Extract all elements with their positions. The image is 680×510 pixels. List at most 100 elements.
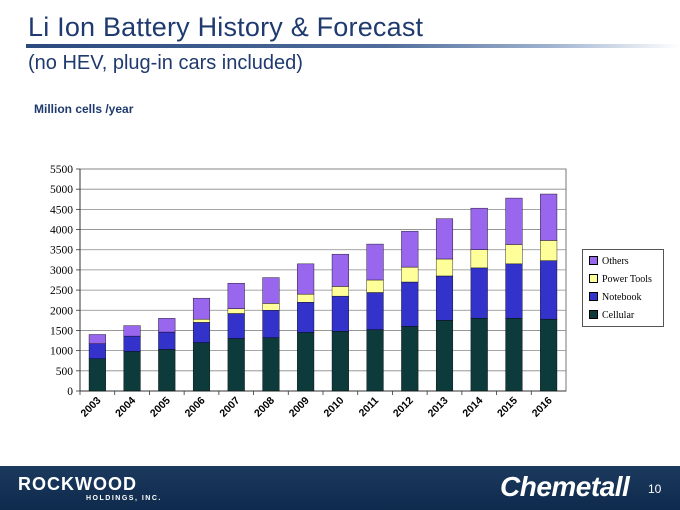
plot-area [79,168,567,392]
bar-cellular-2015 [505,318,523,392]
y-tick-label-4000: 4000 [50,225,73,237]
slide-title: Li Ion Battery History & Forecast [28,12,424,42]
legend-swatch-notebook [589,292,598,302]
rockwood-logo-subtitle: HOLDINGS, INC. [86,495,162,502]
bar-cellular-2010 [331,331,349,392]
bar-others-2005 [158,318,176,333]
rockwood-logo: ROCKWOOD HOLDINGS, INC. [18,474,168,504]
bar-power-tools-2015 [505,244,523,265]
y-tick-label-1500: 1500 [50,325,73,337]
bar-cellular-2011 [366,329,384,392]
bar-notebook-2006 [192,322,211,343]
bar-power-tools-2010 [331,286,349,297]
legend-swatch-power-tools [589,274,598,284]
bar-power-tools-2006 [192,318,211,323]
x-tick-label-2012: 2012 [391,395,416,420]
bar-notebook-2015 [505,263,523,319]
legend-label-notebook: Notebook [602,292,642,303]
bar-others-2014 [470,207,488,250]
bar-cellular-2005 [158,349,176,392]
bar-notebook-2007 [227,313,245,339]
bar-power-tools-2012 [401,266,419,283]
bar-cellular-2012 [401,326,419,392]
bar-notebook-2005 [158,331,176,350]
bar-notebook-2012 [401,281,419,327]
x-tick-label-2008: 2008 [252,395,277,420]
bar-notebook-2009 [297,302,315,333]
x-tick-label-2016: 2016 [530,395,555,420]
bar-cellular-2003 [88,358,106,392]
bar-others-2007 [227,283,245,309]
bar-cellular-2013 [435,320,454,392]
bar-cellular-2006 [192,342,211,392]
legend-label-power-tools: Power Tools [602,274,652,285]
x-tick-label-2003: 2003 [78,395,103,420]
bar-cellular-2007 [227,338,245,392]
stacked-bar-chart: 0 500 1000 1500 2000 2500 3000 3500 4000 4500 5000… [50,164,567,420]
x-tick-label-2013: 2013 [426,395,451,420]
bar-power-tools-2016 [540,240,558,261]
bar-notebook-2010 [331,295,349,332]
bar-notebook-2003 [88,343,106,359]
title-rule [26,44,680,48]
bar-cellular-2008 [262,337,280,392]
bar-others-2003 [88,334,106,344]
bar-cellular-2016 [540,318,558,392]
bar-power-tools-2009 [297,293,315,303]
x-tick-label-2010: 2010 [321,395,346,420]
bar-cellular-2014 [470,318,488,392]
bar-notebook-2008 [262,310,280,338]
legend-item-others: Others [589,255,629,269]
bar-others-2013 [435,218,454,260]
bar-others-2015 [505,197,523,245]
bar-others-2010 [331,253,349,287]
bar-others-2012 [401,230,419,268]
bar-others-2016 [540,193,558,241]
x-tick-label-2004: 2004 [113,395,138,420]
bar-notebook-2004 [123,335,141,352]
legend-item-power-tools: Power Tools [589,273,652,287]
y-tick-label-5000: 5000 [50,184,73,196]
legend-swatch-cellular [589,310,598,320]
page-number: 10 [648,482,662,496]
x-tick-label-2005: 2005 [148,395,173,420]
x-tick-label-2009: 2009 [287,395,312,420]
bar-others-2006 [192,297,211,320]
unit-label: Million cells /year [34,102,134,116]
y-tick-label-4500: 4500 [50,204,73,216]
bar-power-tools-2008 [262,303,280,311]
y-tick-label-500: 500 [56,366,74,378]
bar-notebook-2011 [366,292,384,330]
y-tick-label-2000: 2000 [50,305,73,317]
x-tick-label-2011: 2011 [357,395,382,420]
y-tick-label-0: 0 [67,386,73,398]
bar-others-2011 [366,243,384,281]
legend-swatch-others [589,256,598,266]
x-tick-label-2007: 2007 [217,395,242,420]
bar-notebook-2016 [540,260,558,320]
y-tick-label-1000: 1000 [50,346,73,358]
x-tick-label-2015: 2015 [495,395,520,420]
chart-legend: Others Power Tools Notebook Cellular [582,249,664,327]
legend-label-others: Others [602,256,629,267]
footer-bar: ROCKWOOD HOLDINGS, INC. Chemetall 10 [0,466,680,510]
bar-power-tools-2013 [435,258,454,277]
bar-power-tools-2011 [366,279,384,293]
rockwood-logo-name: ROCKWOOD [18,474,137,494]
bar-notebook-2013 [435,275,454,321]
bar-others-2008 [262,277,280,304]
bar-others-2004 [123,325,141,337]
legend-label-cellular: Cellular [602,310,635,321]
slide-subtitle: (no HEV, plug-in cars included) [28,52,303,74]
bar-cellular-2004 [123,351,141,392]
bar-power-tools-2014 [470,249,488,269]
y-tick-label-2500: 2500 [50,285,73,297]
y-tick-label-3500: 3500 [50,245,73,257]
bar-others-2009 [297,263,315,295]
bar-cellular-2009 [297,332,315,392]
bar-notebook-2014 [470,267,488,319]
bar-power-tools-2007 [227,308,245,314]
x-tick-label-2014: 2014 [460,395,485,420]
y-tick-label-5500: 5500 [50,164,73,176]
chemetall-logo: Chemetall [500,471,630,502]
